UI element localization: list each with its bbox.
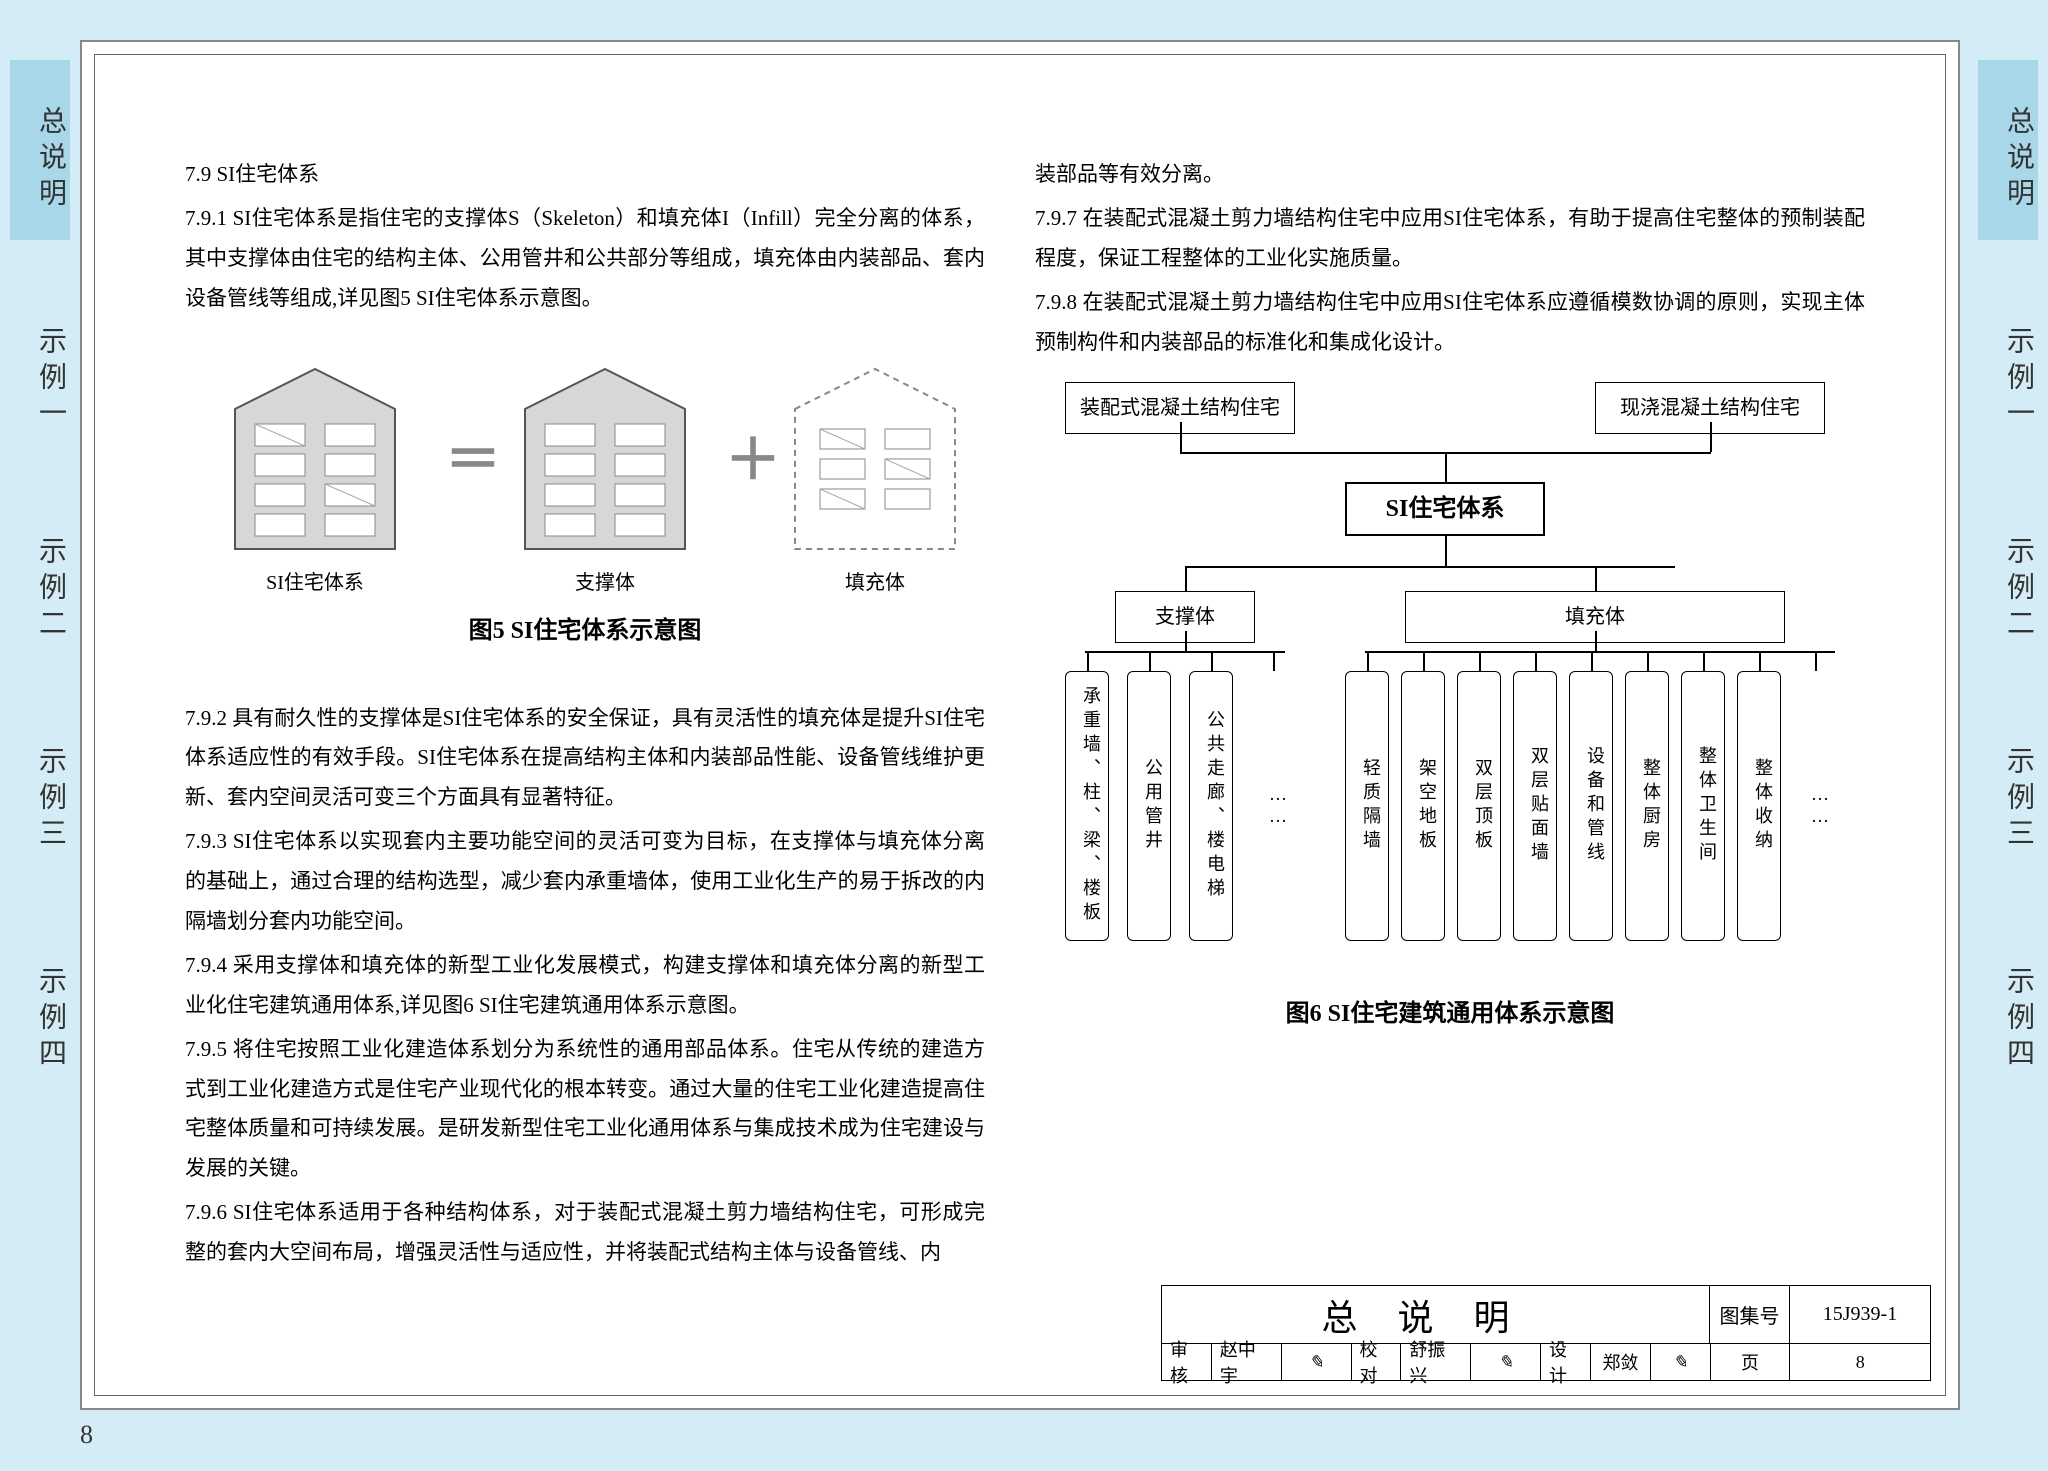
para-7-9-4: 7.9.4 采用支撑体和填充体的新型工业化发展模式，构建支撑体和填充体分离的新型… [185, 946, 985, 1026]
right-tab-ex1[interactable]: 示例一 [1978, 280, 2038, 460]
para-7-9-5: 7.9.5 将住宅按照工业化建造体系划分为系统性的通用部品体系。住宅从传统的建造… [185, 1030, 985, 1190]
f6-leaf: 设备和管线 [1569, 671, 1613, 941]
f6-leaf: 双层顶板 [1457, 671, 1501, 941]
fig6-title: 图6 SI住宅建筑通用体系示意图 [1035, 992, 1865, 1038]
right-column: 装部品等有效分离。 7.9.7 在装配式混凝土剪力墙结构住宅中应用SI住宅体系，… [1035, 155, 1865, 1042]
svg-text:＝: ＝ [445, 430, 501, 492]
fig5-cap-3: 填充体 [785, 564, 965, 602]
f6-leaf: 架空地板 [1401, 671, 1445, 941]
para-cont: 装部品等有效分离。 [1035, 155, 1865, 195]
tb-sig-1: ✎ [1282, 1344, 1352, 1380]
para-7-9-2: 7.9.2 具有耐久性的支撑体是SI住宅体系的安全保证，具有灵活性的填充体是提升… [185, 699, 985, 819]
tb-design-v: 郑敛 [1591, 1344, 1651, 1380]
tb-check-l: 校对 [1352, 1344, 1402, 1380]
tb-audit-l: 审核 [1162, 1344, 1212, 1380]
fig5-title: 图5 SI住宅体系示意图 [205, 609, 965, 655]
right-tab-ex3[interactable]: 示例三 [1978, 700, 2038, 880]
tb-sig-2: ✎ [1471, 1344, 1541, 1380]
f6-leaf: 整体厨房 [1625, 671, 1669, 941]
f6-mid: SI住宅体系 [1345, 482, 1545, 536]
right-tab-ex4[interactable]: 示例四 [1978, 910, 2038, 1110]
f6-leaf: 承重墙、柱、梁、楼板 [1065, 671, 1109, 941]
left-column: 7.9 SI住宅体系 7.9.1 SI住宅体系是指住宅的支撑体S（Skeleto… [185, 155, 985, 1277]
f6-leaf: 整体收纳 [1737, 671, 1781, 941]
figure-6: 装配式混凝土结构住宅 现浇混凝土结构住宅 SI住宅体系 支撑体 填充体 [1035, 382, 1865, 1042]
figure-5: ＝ ＋ [205, 349, 965, 629]
tb-design-l: 设计 [1541, 1344, 1591, 1380]
tb-page-l: 页 [1711, 1344, 1791, 1380]
f6-leaf: …… [1793, 671, 1837, 941]
tb-check-v: 舒振兴 [1401, 1344, 1471, 1380]
left-tab-ex4[interactable]: 示例四 [10, 910, 70, 1110]
fig5-cap-2: 支撑体 [515, 564, 695, 602]
para-7-9-7: 7.9.7 在装配式混凝土剪力墙结构住宅中应用SI住宅体系，有助于提高住宅整体的… [1035, 199, 1865, 279]
tb-page-v: 8 [1790, 1344, 1930, 1380]
para-7-9-6: 7.9.6 SI住宅体系适用于各种结构体系，对于装配式混凝土剪力墙结构住宅，可形… [185, 1193, 985, 1273]
left-tab-ex3[interactable]: 示例三 [10, 700, 70, 880]
f6-leaf: 双层贴面墙 [1513, 671, 1557, 941]
tb-sig-3: ✎ [1651, 1344, 1711, 1380]
f6-leaf: 公用管井 [1127, 671, 1171, 941]
left-tab-general[interactable]: 总说明 [10, 60, 70, 240]
tb-audit-v: 赵中宇 [1212, 1344, 1282, 1380]
title-block: 总说明 图集号 15J939-1 审核 赵中宇 ✎ 校对 舒振兴 ✎ 设计 郑敛… [1161, 1285, 1931, 1381]
figure-5-svg: ＝ ＋ [205, 349, 965, 579]
f6-leaf: …… [1251, 671, 1295, 941]
page-number: 8 [80, 1420, 93, 1471]
heading-7-9: 7.9 SI住宅体系 [185, 155, 985, 195]
f6-leaf: 整体卫生间 [1681, 671, 1725, 941]
left-tab-ex2[interactable]: 示例二 [10, 490, 70, 670]
page-frame: 7.9 SI住宅体系 7.9.1 SI住宅体系是指住宅的支撑体S（Skeleto… [80, 40, 1960, 1410]
f6-leaf: 公共走廊、楼电梯 [1189, 671, 1233, 941]
para-7-9-1: 7.9.1 SI住宅体系是指住宅的支撑体S（Skeleton）和填充体I（Inf… [185, 199, 985, 319]
svg-text:＋: ＋ [725, 430, 781, 492]
para-7-9-3: 7.9.3 SI住宅体系以实现套内主要功能空间的灵活可变为目标，在支撑体与填充体… [185, 822, 985, 942]
right-tab-ex2[interactable]: 示例二 [1978, 490, 2038, 670]
fig5-cap-1: SI住宅体系 [225, 564, 405, 602]
tb-set-no: 15J939-1 [1790, 1286, 1930, 1343]
f6-leaf: 轻质隔墙 [1345, 671, 1389, 941]
left-tab-ex1[interactable]: 示例一 [10, 280, 70, 460]
tb-title: 总说明 [1162, 1286, 1710, 1343]
page-inner: 7.9 SI住宅体系 7.9.1 SI住宅体系是指住宅的支撑体S（Skeleto… [94, 54, 1946, 1396]
right-tab-general[interactable]: 总说明 [1978, 60, 2038, 240]
para-7-9-8: 7.9.8 在装配式混凝土剪力墙结构住宅中应用SI住宅体系应遵循模数协调的原则，… [1035, 283, 1865, 363]
tb-set-label: 图集号 [1710, 1286, 1790, 1343]
